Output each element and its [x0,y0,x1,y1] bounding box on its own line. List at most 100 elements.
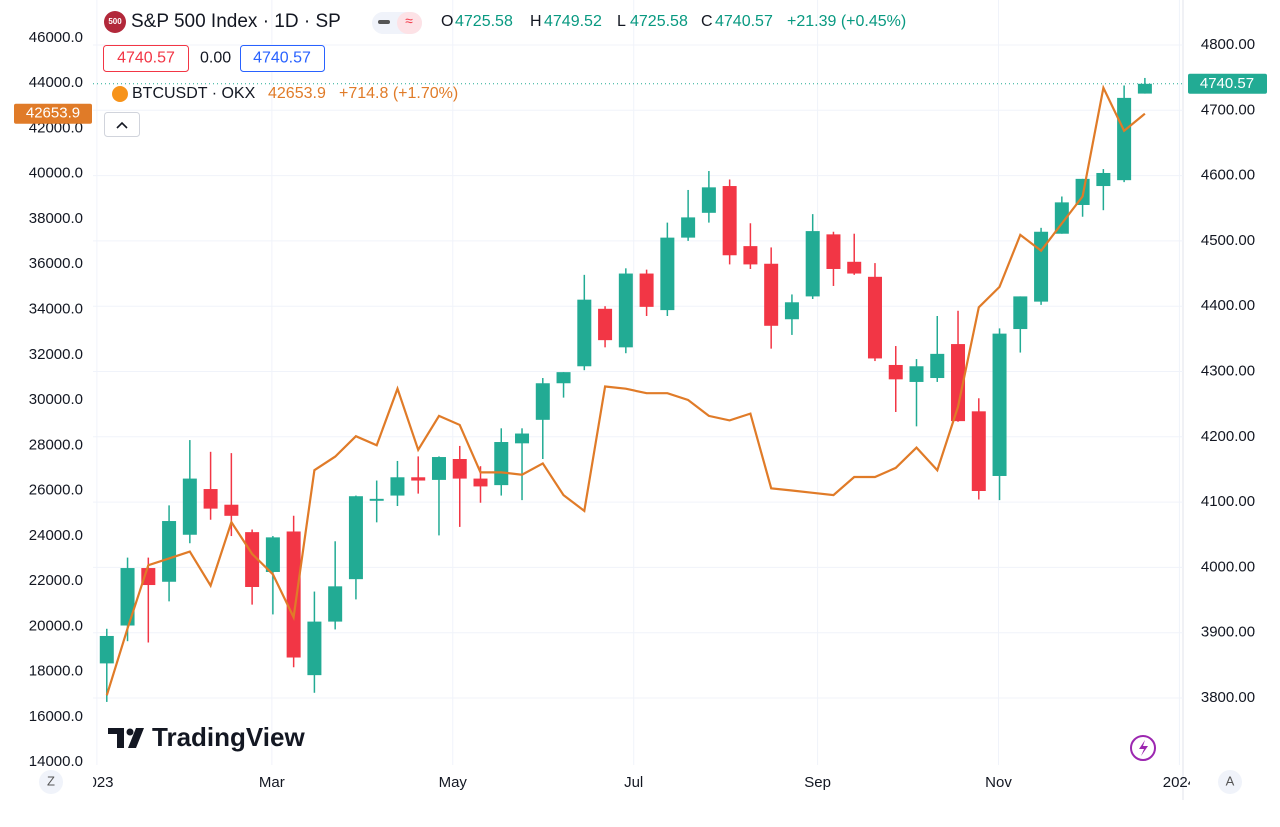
y-tick-label: 16000.0 [29,708,83,725]
candle-body [141,568,156,586]
sell-button[interactable] [103,45,189,72]
candle-body [348,496,363,580]
candle-body [535,383,550,420]
y-tick-label: 22000.0 [29,572,83,589]
y-tick-label: 44000.0 [29,74,83,91]
x-tick-label: Sep [804,774,831,791]
candle-body [1117,97,1132,181]
candle-body [120,568,135,626]
candle-body [286,531,301,658]
price-label-bg [1188,73,1267,94]
spread: 0.00 [200,50,231,67]
ohlc-value: 4725.58 [630,13,688,30]
btc-icon [112,86,128,102]
line [105,84,1146,696]
y2-tick-label: 4100.00 [1201,493,1255,510]
x-axis: 2023 Mar May Jul Sep Nov 2024 [80,774,1190,791]
y-tick-label: 40000.0 [29,165,83,182]
y-tick-label: 32000.0 [29,346,83,363]
candle-body [369,498,384,501]
candle-body [992,333,1007,476]
auto-label: A [1226,773,1235,788]
ohlc-value: 4749.52 [544,13,602,30]
y2-tick-label: 4600.00 [1201,167,1255,184]
candle-body [701,187,716,213]
auto-button[interactable] [1218,770,1242,794]
candle-body [265,537,280,572]
btc-name[interactable]: BTCUSDT · OKX [132,85,256,102]
logo-mark [126,728,134,736]
symbol-title[interactable]: S&P 500 Index · 1D · SP [131,11,341,32]
plot [99,77,1152,702]
y2-tick-label: 4300.00 [1201,362,1255,379]
candle-body [162,521,177,582]
candle-body [203,489,218,509]
btc-value: 42653.9 [268,85,326,102]
y-tick-label: 42000.0 [29,119,83,136]
y-tick-label: 18000.0 [29,663,83,680]
candle-body [847,261,862,274]
y2-tick-label: 4700.00 [1201,101,1255,118]
candle-body [99,635,114,664]
logo-text: TradingView [152,722,305,752]
logo-mark [108,728,144,748]
candle-body [1054,202,1069,234]
x-tick-label: Nov [985,774,1012,791]
candle-body [784,302,799,320]
y2-tick-label: 4200.00 [1201,428,1255,445]
buy-button[interactable] [240,45,325,72]
toggle-icon [378,20,390,24]
candle-body [888,364,903,380]
buy-price: 4740.57 [253,50,311,67]
candle-body [245,532,260,587]
x-tick-label: 2023 [80,774,113,791]
y-tick-label: 46000.0 [29,29,83,46]
y-tick-label: 28000.0 [29,436,83,453]
y2-tick-label: 3800.00 [1201,689,1255,706]
collapse-button[interactable] [104,112,140,137]
axes: 3800.00 3900.00 4000.00 4100.00 4200.00 4300.… [14,29,1267,770]
grid [93,0,1184,800]
change: +21.39 (+0.45%) [787,13,906,30]
y2-tick-label: 4400.00 [1201,297,1255,314]
candle-body [743,246,758,265]
zoom-label: Z [47,773,55,788]
symbol-icon-text: 500 [108,17,122,26]
price-label-bg [14,103,92,124]
candle-body [1034,231,1049,302]
y-tick-label: 20000.0 [29,617,83,634]
x-tick-label: Mar [259,774,285,791]
y-tick-label: 24000.0 [29,527,83,544]
sell-price: 4740.57 [117,50,175,67]
candle-body [577,299,592,367]
candle-body [722,186,737,256]
symbol-icon [104,11,126,33]
candle-body [431,457,446,480]
x-tick-label: May [439,774,468,791]
ohlc-value: 4740.57 [715,13,773,30]
candle-body [556,372,571,384]
replay-button[interactable] [1130,735,1156,761]
candle-body [411,477,426,481]
candle-body [494,442,509,486]
candle-body [764,263,779,326]
ohlc-h: H [530,13,542,30]
candle-body [971,411,986,491]
x-tick-label: Jul [624,774,643,791]
y2-tick-label: 4800.00 [1201,36,1255,53]
y-tick-label: 34000.0 [29,300,83,317]
candle-body [1137,83,1152,94]
candle-body [930,353,945,379]
candle-body [224,504,239,516]
y-tick-label: 36000.0 [29,255,83,272]
zoom-button[interactable] [39,770,63,794]
toggle-icon [397,12,422,34]
y2-tick-label: 4500.00 [1201,232,1255,249]
y-tick-label: 14000.0 [29,753,83,770]
candle-body [182,478,197,535]
ohlc-o: O [441,13,453,30]
candle-body [328,586,343,622]
y-tick-label: 38000.0 [29,210,83,227]
price-label: 4740.57 [1200,75,1254,92]
chevron [116,121,128,129]
